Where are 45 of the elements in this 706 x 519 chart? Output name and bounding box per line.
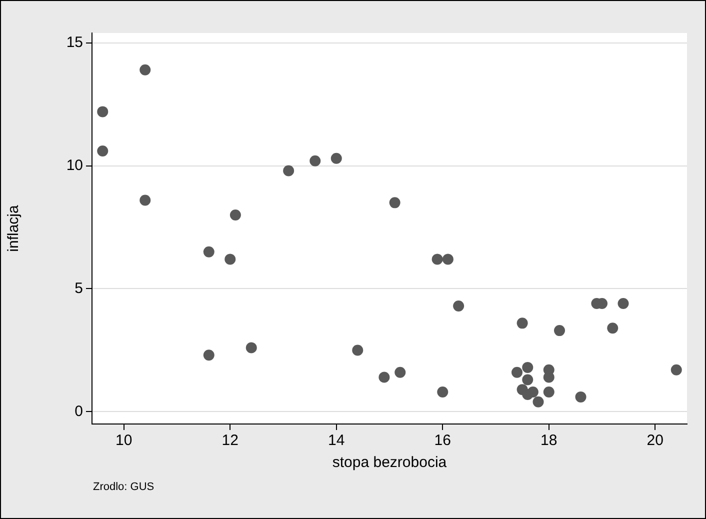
point <box>352 344 364 356</box>
point <box>203 246 214 258</box>
point <box>522 362 534 373</box>
point <box>543 386 554 398</box>
point <box>516 318 528 329</box>
point <box>607 322 618 334</box>
point <box>389 197 400 208</box>
x-tick-label: 16 <box>434 432 451 450</box>
x-tick-label: 18 <box>540 432 558 450</box>
point <box>224 254 236 265</box>
x-tick-label: 20 <box>646 432 664 450</box>
text: Zrodlo: GUS <box>93 481 154 494</box>
y-tick-label: 0 <box>74 402 83 420</box>
point <box>97 146 108 157</box>
x-tick-label: 12 <box>222 432 238 450</box>
y-tick-label: 5 <box>74 280 83 297</box>
x-tick-label: 14 <box>328 432 345 450</box>
point <box>453 300 464 312</box>
point <box>432 254 443 265</box>
point <box>310 155 321 166</box>
point <box>330 152 342 164</box>
y-tick-label: 15 <box>66 34 83 51</box>
point <box>394 366 406 378</box>
point <box>437 386 448 398</box>
point <box>203 350 214 361</box>
point <box>140 64 151 76</box>
point <box>532 396 544 408</box>
point <box>378 372 390 383</box>
point <box>512 366 522 378</box>
point <box>618 298 629 310</box>
point <box>442 254 454 265</box>
point <box>670 364 682 376</box>
point <box>97 106 108 118</box>
y-axis-title: inflacja <box>5 204 22 252</box>
point <box>554 325 565 336</box>
point <box>230 209 241 220</box>
y-tick-label: 10 <box>66 156 83 174</box>
point <box>283 165 294 176</box>
x-tick-label: 10 <box>116 432 132 450</box>
point <box>575 391 586 402</box>
point <box>527 386 538 398</box>
point <box>522 374 534 386</box>
x-axis-title: stopa bezrobocia <box>332 454 448 472</box>
point <box>140 194 151 206</box>
point <box>246 342 257 354</box>
